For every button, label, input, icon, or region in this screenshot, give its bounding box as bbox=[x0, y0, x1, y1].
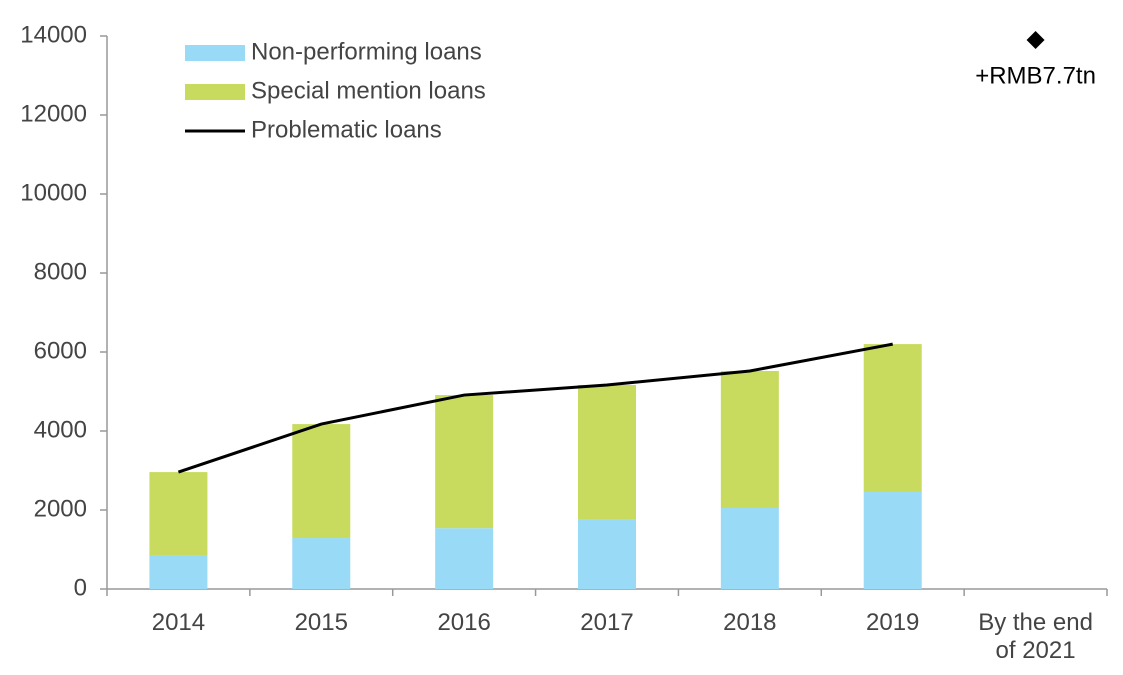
legend-label: Non-performing loans bbox=[251, 38, 482, 65]
legend-label: Special mention loans bbox=[251, 77, 486, 104]
bar bbox=[149, 555, 208, 589]
x-tick-label: 2019 bbox=[866, 609, 920, 636]
bar bbox=[435, 395, 494, 529]
bar bbox=[578, 384, 636, 520]
x-tick-label: By the end of 2021 bbox=[978, 609, 1093, 664]
bar bbox=[720, 508, 779, 589]
bar bbox=[720, 370, 779, 509]
x-tick-label: 2015 bbox=[294, 609, 348, 636]
y-tick-label: 4000 bbox=[34, 416, 87, 443]
diamond-marker bbox=[1026, 30, 1045, 49]
y-tick-label: 10000 bbox=[20, 179, 87, 206]
y-tick-label: 6000 bbox=[34, 337, 87, 364]
x-tick-label: 2016 bbox=[437, 609, 491, 636]
y-tick-label: 14000 bbox=[20, 21, 87, 48]
bar bbox=[578, 519, 636, 589]
y-tick-label: 2000 bbox=[34, 495, 87, 522]
x-tick-label: 2017 bbox=[580, 609, 634, 636]
bar bbox=[149, 472, 208, 556]
point-label: +RMB7.7tn bbox=[975, 62, 1096, 89]
y-tick-label: 0 bbox=[74, 574, 87, 601]
line bbox=[177, 342, 893, 474]
legend-swatch bbox=[185, 84, 245, 100]
y-tick-label: 8000 bbox=[34, 258, 87, 285]
x-tick-label: 2018 bbox=[723, 609, 777, 636]
legend-label: Problematic loans bbox=[251, 116, 442, 143]
bar bbox=[292, 424, 351, 539]
bar bbox=[292, 538, 351, 589]
x-tick-label: 2014 bbox=[151, 609, 206, 636]
legend-swatch bbox=[185, 45, 245, 61]
y-tick-label: 12000 bbox=[20, 100, 87, 127]
bar bbox=[863, 344, 922, 493]
bar bbox=[435, 528, 494, 589]
bar bbox=[863, 492, 922, 589]
